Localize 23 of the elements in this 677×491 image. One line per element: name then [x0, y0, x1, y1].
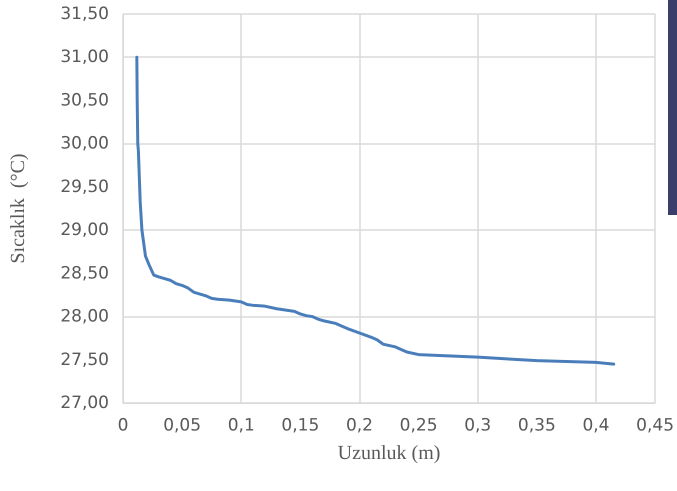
y-tick-label: 28,50	[60, 263, 109, 284]
x-tick-label: 0	[118, 416, 128, 436]
y-tick-label: 27,50	[60, 350, 109, 370]
y-tick-label: 30,50	[60, 90, 109, 110]
y-tick-label: 29,00	[60, 220, 109, 240]
x-tick-label: 0,2	[346, 416, 373, 436]
x-tick-label: 0,15	[281, 416, 320, 436]
x-tick-label: 0,35	[518, 416, 556, 436]
x-tick-label: 0,4	[582, 416, 610, 436]
x-tick-label: 0,45	[636, 416, 674, 436]
y-tick-label: 29,50	[60, 176, 109, 197]
x-tick-label: 0,05	[163, 416, 202, 436]
line-series	[135, 56, 616, 366]
x-tick-label: 0,25	[400, 416, 438, 436]
y-tick-label: 28,00	[60, 306, 109, 327]
x-tick-label: 0,1	[228, 416, 255, 436]
y-axis-title: Sıcaklık (°C)	[7, 153, 29, 264]
x-tick-label: 0,3	[464, 416, 492, 436]
y-tick-label: 30,00	[60, 134, 109, 154]
y-tick-label: 31,50	[60, 4, 109, 24]
y-tick-label: 31,00	[60, 47, 109, 68]
y-tick-label: 27,00	[60, 393, 109, 413]
x-axis-title: Uzunluk (m)	[338, 442, 440, 464]
